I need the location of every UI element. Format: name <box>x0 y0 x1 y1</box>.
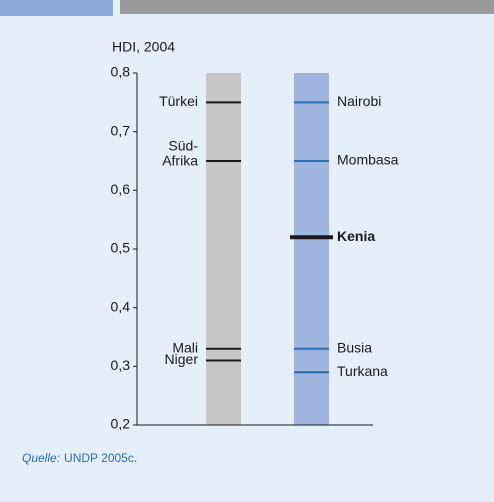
y-tick-label: 0,3 <box>111 357 131 373</box>
marker-label: Turkana <box>337 363 388 379</box>
column <box>206 73 241 425</box>
marker-label: Kenia <box>337 228 375 244</box>
marker-label: Türkei <box>159 93 198 109</box>
marker-label: Niger <box>165 351 199 367</box>
marker-label: Nairobi <box>337 93 381 109</box>
source-label: Quelle: <box>22 451 60 465</box>
marker-label: Mombasa <box>337 152 399 168</box>
marker-label: Mali <box>172 339 198 355</box>
header-block <box>0 0 113 16</box>
header-bar <box>120 0 494 14</box>
y-tick-label: 0,6 <box>111 181 131 197</box>
marker-label: Busia <box>337 339 372 355</box>
y-tick-label: 0,8 <box>111 64 131 80</box>
y-tick-label: 0,7 <box>111 122 131 138</box>
marker-label: Süd- <box>168 138 198 154</box>
y-axis-label: HDI, 2004 <box>112 39 175 55</box>
source-text: UNDP 2005c. <box>64 451 137 465</box>
marker-label: Afrika <box>162 153 198 169</box>
y-tick-label: 0,5 <box>111 240 131 256</box>
y-tick-label: 0,2 <box>111 416 131 432</box>
source: Quelle: UNDP 2005c. <box>22 451 137 465</box>
column <box>294 73 329 425</box>
y-tick-label: 0,4 <box>111 298 131 314</box>
